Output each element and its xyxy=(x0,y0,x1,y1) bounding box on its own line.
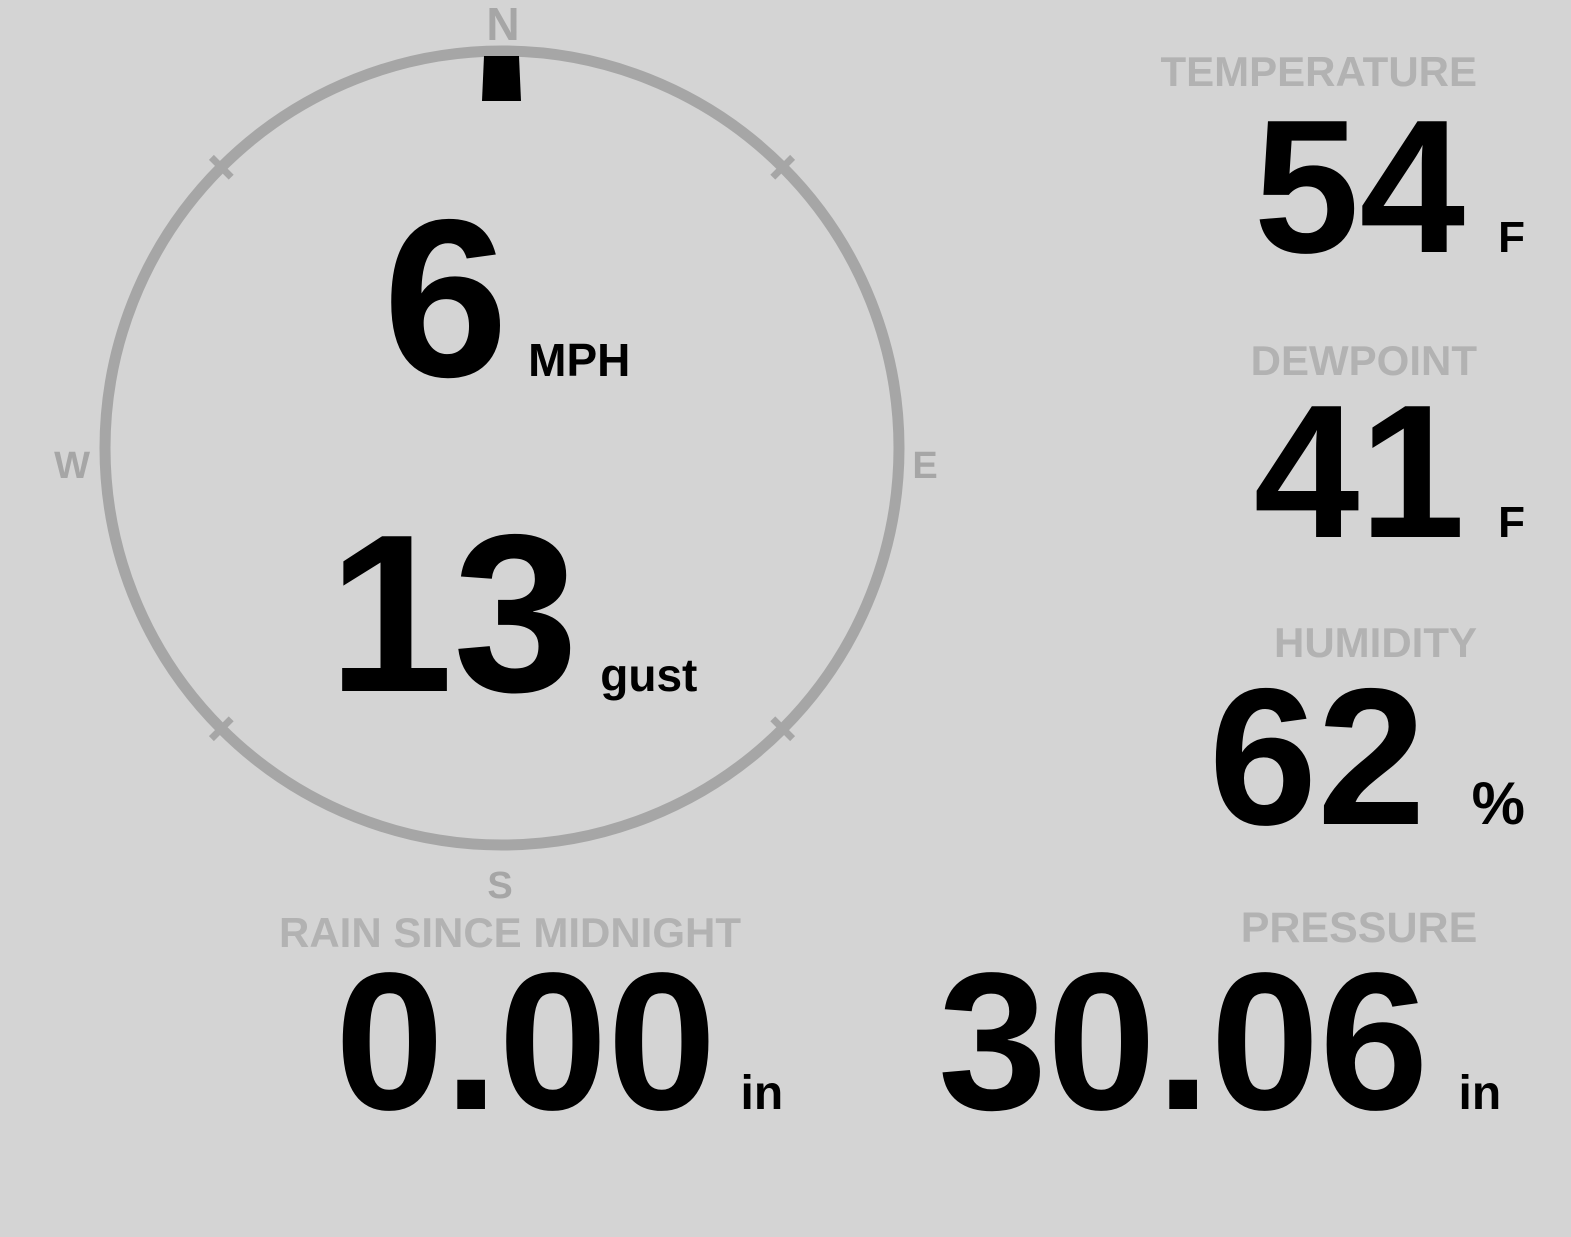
compass-tick-se-icon xyxy=(770,716,796,742)
wind-speed-readout: 6 MPH xyxy=(383,186,630,411)
humidity-unit: % xyxy=(1471,770,1525,837)
dewpoint-value: 41 xyxy=(1253,366,1466,578)
wind-speed-unit: MPH xyxy=(528,334,631,386)
rain-unit: in xyxy=(740,1067,784,1120)
rain-value: 0.00 xyxy=(335,932,717,1151)
humidity-readout: 62 % xyxy=(1209,660,1525,855)
temperature-unit: F xyxy=(1498,213,1525,262)
wind-gust-readout: 13 gust xyxy=(328,501,697,726)
humidity-label: HUMIDITY xyxy=(1274,619,1477,666)
wind-gust-unit: gust xyxy=(600,649,698,701)
temperature-label: TEMPERATURE xyxy=(1160,48,1477,95)
wind-gust-value: 13 xyxy=(328,487,579,739)
compass-label-east: E xyxy=(912,445,937,487)
pressure-readout: 30.06 in xyxy=(938,944,1501,1140)
temperature-value: 54 xyxy=(1253,81,1466,293)
compass-label-north: N xyxy=(486,0,519,50)
dewpoint-readout: 41 F xyxy=(1254,377,1525,567)
wind-direction-marker-icon xyxy=(482,56,521,101)
rain-label: RAIN SINCE MIDNIGHT xyxy=(279,909,741,956)
compass-tick-ne-icon xyxy=(770,154,796,180)
compass-label-west: W xyxy=(54,445,90,487)
compass-ring xyxy=(99,45,905,851)
rain-readout: 0.00 in xyxy=(335,944,783,1140)
pressure-label: PRESSURE xyxy=(1240,904,1478,952)
humidity-value: 62 xyxy=(1208,648,1426,866)
compass-tick-nw-icon xyxy=(208,154,234,180)
dewpoint-label: DEWPOINT xyxy=(1250,337,1477,384)
wind-speed-value: 6 xyxy=(383,172,509,424)
compass-label-south: S xyxy=(487,865,512,907)
dewpoint-unit: F xyxy=(1498,498,1525,547)
temperature-readout: 54 F xyxy=(1254,92,1525,282)
pressure-value: 30.06 xyxy=(938,932,1429,1151)
wind-direction-marker-group xyxy=(482,56,521,101)
pressure-unit: in xyxy=(1458,1067,1502,1120)
compass-tick-sw-icon xyxy=(208,716,234,742)
